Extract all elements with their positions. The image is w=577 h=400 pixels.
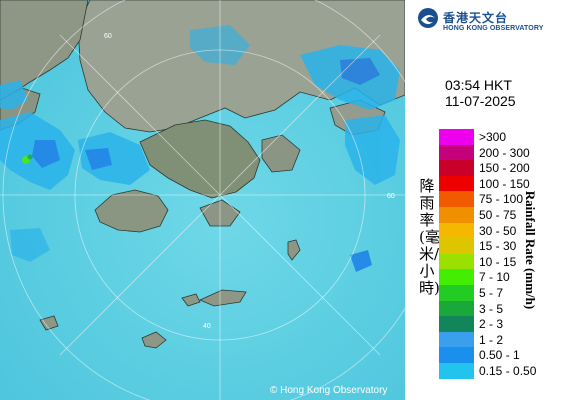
legend-label: 10 - 15	[479, 254, 517, 269]
ring-label-40: 40	[203, 323, 211, 330]
legend-title-chinese: 降雨率(毫米/小時)	[419, 177, 440, 297]
radar-image: 40 60 60	[0, 0, 405, 400]
ring-label-60: 60	[104, 33, 112, 40]
legend-swatch	[439, 206, 474, 223]
observation-date: 11-07-2025	[445, 93, 516, 109]
legend-swatch	[439, 222, 474, 239]
legend-swatch	[439, 347, 474, 363]
legend-label: >300	[479, 130, 507, 144]
legend-swatch	[439, 253, 474, 270]
ring-label-east: 60	[387, 193, 395, 200]
legend-swatch	[439, 269, 474, 285]
range-rings	[0, 0, 405, 400]
observatory-logo[interactable]: 香港天文台 HONG KONG OBSERVATORY	[413, 5, 577, 37]
legend-swatch	[439, 316, 474, 332]
observation-time: 03:54 HKT	[445, 77, 512, 93]
legend-swatch	[439, 362, 474, 379]
legend-label: 7 - 10	[479, 270, 510, 285]
copyright-text: © Hong Kong Observatory	[270, 385, 388, 396]
legend-label: 1 - 2	[479, 332, 504, 347]
legend-label: 200 - 300	[479, 145, 530, 160]
legend-swatch	[439, 129, 474, 145]
observatory-emblem-icon	[418, 8, 438, 28]
range-ring-labels: 40 60 60	[104, 33, 395, 330]
legend-swatch	[439, 300, 474, 317]
legend-title-english: Rainfall Rate (mm/h)	[523, 190, 538, 310]
legend-swatch	[439, 284, 474, 301]
legend-label: 15 - 30	[479, 239, 517, 254]
legend-label: 3 - 5	[479, 301, 504, 316]
legend-label: 50 - 75	[479, 207, 517, 222]
legend-swatch	[439, 160, 474, 176]
legend-label: 75 - 100	[479, 192, 524, 207]
legend-label: 100 - 150	[479, 176, 530, 191]
logo-chinese-text: 香港天文台	[443, 11, 509, 25]
legend-label: 5 - 7	[479, 285, 504, 300]
land-areas	[0, 0, 405, 349]
legend-label: 0.50 - 1	[479, 348, 520, 363]
legend-swatch	[439, 144, 474, 161]
radar-map[interactable]: 40 60 60 © Hong Kong Observatory	[0, 0, 405, 400]
legend-label: 30 - 50	[479, 223, 517, 238]
legend-swatch	[439, 331, 474, 348]
legend-swatch	[439, 238, 474, 254]
legend-label: 2 - 3	[479, 317, 504, 332]
info-panel: 香港天文台 HONG KONG OBSERVATORY 03:54 HKT 11…	[405, 0, 577, 400]
logo-english-text: HONG KONG OBSERVATORY	[443, 25, 544, 32]
legend-swatch	[439, 191, 474, 207]
legend-label: 150 - 200	[479, 161, 530, 176]
legend-label: 0.15 - 0.50	[479, 363, 537, 378]
legend-swatch	[439, 175, 474, 192]
